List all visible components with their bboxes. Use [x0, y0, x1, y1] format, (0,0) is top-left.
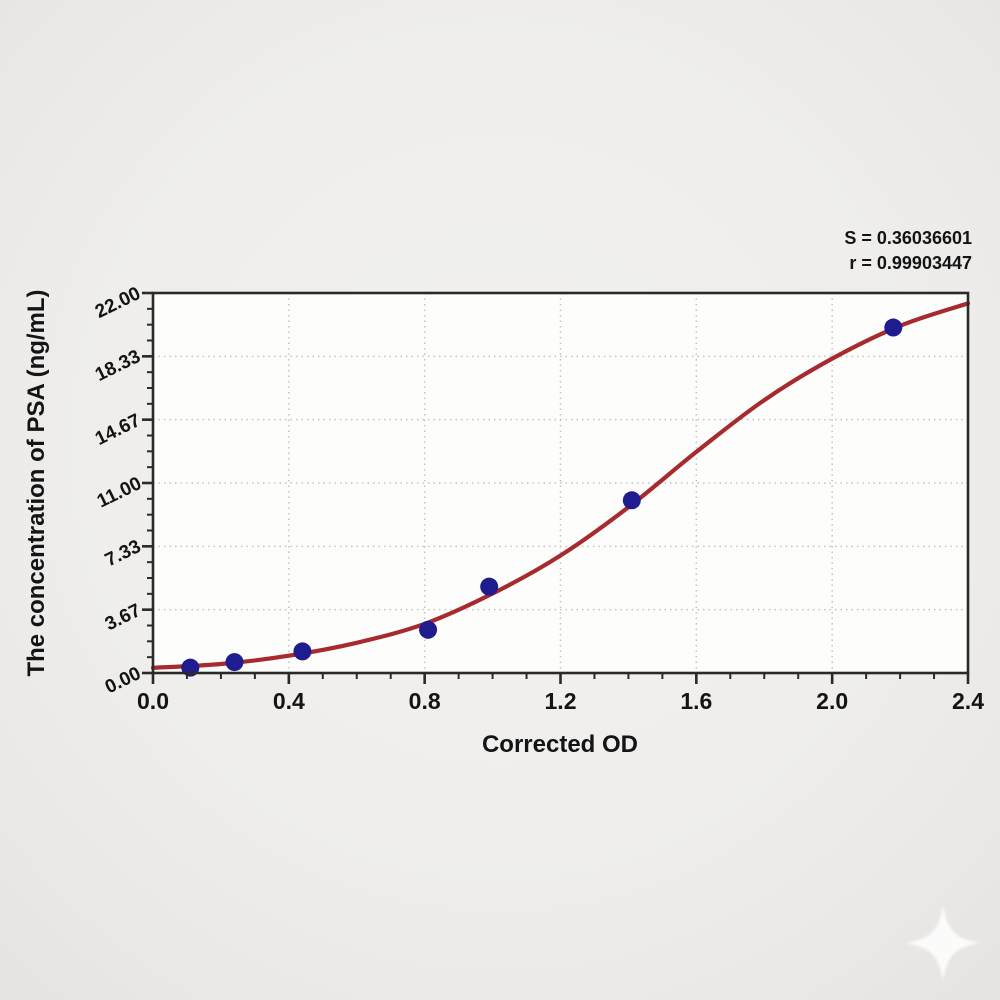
data-point — [293, 642, 312, 661]
x-tick-label: 0.4 — [272, 688, 305, 714]
x-tick-label: 0.0 — [137, 688, 169, 714]
y-axis-title: The concentration of PSA (ng/mL) — [23, 289, 50, 677]
x-tick-label: 1.2 — [544, 688, 577, 714]
x-axis-title: Corrected OD — [481, 731, 639, 758]
data-point — [225, 653, 244, 672]
x-tick-label: 0.8 — [408, 688, 441, 714]
sparkle-star-icon — [898, 898, 988, 988]
x-tick-label: 1.6 — [680, 688, 713, 714]
data-point — [480, 577, 499, 596]
fit-statistics: S = 0.36036601 r = 0.99903447 — [844, 226, 972, 276]
fit-curve — [150, 301, 971, 670]
x-tick-label: 2.0 — [816, 688, 849, 714]
s-value-label: S = 0.36036601 — [844, 228, 972, 248]
data-point — [622, 491, 641, 510]
data-point — [884, 318, 903, 337]
r-value-label: r = 0.99903447 — [849, 252, 972, 273]
x-tick-label: 2.4 — [952, 688, 984, 714]
data-point — [419, 620, 438, 639]
